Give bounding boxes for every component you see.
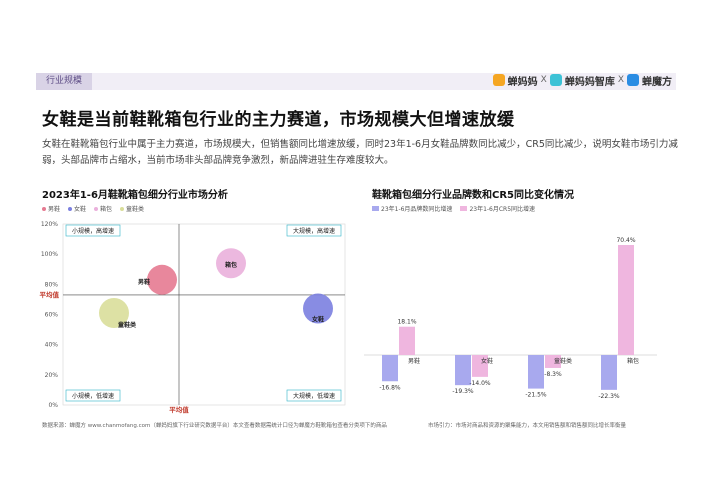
- bubble-男鞋: [147, 264, 177, 295]
- legend-label: 箱包: [100, 206, 113, 213]
- bubble-label: 男鞋: [138, 278, 150, 286]
- chanmama-zhiku-logo-icon: [549, 74, 562, 86]
- brand-chanmama: 蝉妈妈: [507, 76, 538, 88]
- legend-swatch: [372, 206, 379, 211]
- quadrant-label-bottom-right-box: [286, 389, 342, 402]
- bar-童鞋类-0: [528, 355, 544, 389]
- bar-value-label: -21.5%: [525, 392, 547, 399]
- bubble-童鞋类: [99, 297, 129, 328]
- quadrant-label-top-right-box: [286, 224, 342, 237]
- category-label: 箱包: [627, 357, 639, 365]
- bars: -16.8% -19.3% -21.5% -22.3% 18.1% -14.0% -8.3%…: [379, 237, 639, 400]
- legend-label: 童鞋类: [126, 206, 145, 213]
- legend-item-nvxie: 女鞋: [68, 204, 86, 213]
- quadrant-label-top-left: 小规模，高增速: [72, 227, 114, 235]
- legend-label: 男鞋: [48, 206, 61, 213]
- y-tick-label: 100%: [41, 251, 58, 258]
- legend-dot: [68, 206, 73, 211]
- legend-label: 23年1-6月CR5同比增速: [469, 206, 536, 213]
- bar-value-label: 18.1%: [397, 319, 416, 326]
- bar-箱包-1: [618, 245, 634, 355]
- bar-value-label: -14.0%: [469, 380, 491, 387]
- avg-x-label: 平均值: [169, 405, 189, 414]
- y-tick-label: 120%: [41, 221, 58, 228]
- page-title: 女鞋是当前鞋靴箱包行业的主力赛道，市场规模大但增速放缓: [42, 110, 515, 130]
- y-tick-label: 80%: [45, 281, 59, 288]
- legend-dot: [94, 206, 99, 211]
- bubble-chart: 120% 100% 80% 60% 40% 20% 0% 平均值 平均值 小规模，高增速 大…: [40, 221, 346, 414]
- bar-箱包-0: [601, 355, 617, 390]
- legend-item-cr5: 23年1-6月CR5同比增速: [460, 204, 535, 213]
- category-label: 女鞋: [481, 357, 493, 365]
- bar-value-label: -16.8%: [379, 384, 401, 391]
- bar-童鞋类-1: [545, 355, 561, 368]
- y-tick-label: 0%: [48, 402, 58, 409]
- right-chart-legend: 23年1-6月品牌数同比增速 23年1-6月CR5同比增速: [372, 204, 535, 213]
- footer-note: 市场引力：市场对商品和资源的聚集能力，本文用销售额和销售额同比增长率衡量: [428, 423, 627, 429]
- y-tick-label: 60%: [45, 312, 59, 319]
- page-description: 女鞋在鞋靴箱包行业中属于主力赛道，市场规模大，但销售额同比增速放缓，同时23年1…: [42, 139, 678, 166]
- quadrant-label-bottom-left: 小规模，低增速: [72, 392, 114, 400]
- y-axis-ticks: 120% 100% 80% 60% 40% 20% 0%: [41, 221, 58, 409]
- legend-dot: [42, 206, 46, 211]
- category-label: 男鞋: [408, 357, 420, 365]
- bar-女鞋-1: [472, 355, 488, 377]
- section-tag: 行业规模: [36, 73, 93, 90]
- quadrant-label-top-right: 大规模，高增速: [293, 227, 335, 235]
- plot-frame: [62, 223, 346, 406]
- bar-女鞋-0: [455, 355, 471, 386]
- y-tick-label: 40%: [45, 342, 59, 349]
- legend-label: 女鞋: [74, 206, 87, 213]
- quadrant-label-bottom-right: 大规模，低增速: [293, 392, 335, 400]
- avg-y-label: 平均值: [40, 290, 60, 299]
- brand-chanmama-zhiku: 蝉妈妈智库: [564, 76, 615, 88]
- chanmofang-logo-icon: [627, 74, 639, 86]
- left-chart-legend: 男鞋 女鞋 箱包 童鞋类: [42, 204, 144, 213]
- bar-value-label: 70.4%: [616, 237, 635, 244]
- bar-value-label: -22.3%: [598, 393, 620, 400]
- legend-label: 23年1-6月品牌数同比增速: [381, 206, 453, 213]
- bar-value-label: -19.3%: [452, 388, 474, 395]
- legend-item-nanxie: 男鞋: [42, 204, 60, 213]
- bar-chart: -16.8% -19.3% -21.5% -22.3% 18.1% -14.0% -8.3%…: [364, 237, 657, 400]
- legend-item-xiangbao: 箱包: [94, 204, 112, 213]
- header-bar: [36, 73, 676, 90]
- legend-item-brand-count: 23年1-6月品牌数同比增速: [372, 204, 452, 213]
- brand-separator: X: [617, 75, 624, 85]
- bar-value-label: -8.3%: [544, 371, 562, 378]
- legend-swatch: [460, 206, 468, 211]
- quadrant-label-top-left-box: [65, 224, 121, 237]
- bubble-label: 女鞋: [312, 315, 324, 323]
- bubble-箱包: [216, 248, 246, 279]
- legend-dot: [120, 206, 125, 211]
- quadrant-label-bottom-left-box: [65, 389, 121, 402]
- legend-item-tongxie: 童鞋类: [120, 204, 144, 213]
- brand-logos: 蝉妈妈 X 蝉妈妈智库 X 蝉魔方: [492, 70, 672, 90]
- right-chart-title: 鞋靴箱包细分行业品牌数和CR5同比变化情况: [372, 190, 574, 201]
- bubble-label: 箱包: [225, 261, 237, 269]
- y-tick-label: 20%: [45, 372, 59, 379]
- footer-source: 数据来源：蝉魔方 www.chanmofang.com（蝉妈妈旗下行业研究数据平…: [42, 423, 387, 429]
- chanmama-logo-icon: [492, 74, 505, 86]
- bar-男鞋-0: [382, 355, 398, 382]
- brand-separator: X: [540, 75, 547, 85]
- brand-chanmofang: 蝉魔方: [642, 76, 672, 88]
- bubble-女鞋: [303, 293, 333, 324]
- bar-男鞋-1: [399, 326, 415, 355]
- category-label: 童鞋类: [554, 357, 572, 365]
- bubble-label: 童鞋类: [118, 321, 137, 329]
- left-chart-title: 2023年1-6月鞋靴箱包细分行业市场分析: [42, 190, 228, 201]
